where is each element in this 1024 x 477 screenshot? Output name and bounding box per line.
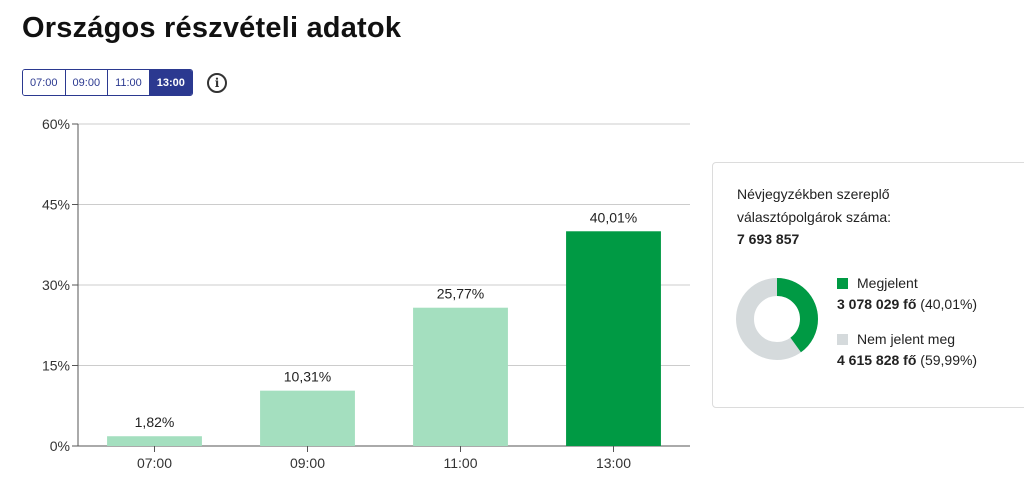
bar-data-label: 25,77% [437,286,484,302]
legend-percent-voted: (40,01%) [920,296,978,312]
legend-value-voted: 3 078 029 fő [837,296,917,312]
legend-item-voted: Megjelent 3 078 029 fő (40,01%) [837,273,1024,315]
page-title: Országos részvételi adatok [22,12,402,44]
x-tick-label: 11:00 [444,455,478,471]
registered-voters-label-line2: választópolgárok száma: [737,209,892,225]
info-icon[interactable]: i [207,73,227,93]
summary-card: Névjegyzékben szereplő választópolgárok … [712,162,1024,408]
registered-voters-label-line1: Névjegyzékben szereplő [737,186,890,202]
y-tick-label: 30% [42,277,70,293]
legend-value-not-voted: 4 615 828 fő [837,352,917,368]
legend-swatch-voted [837,277,848,289]
tab-1100[interactable]: 11:00 [108,70,150,95]
bar-1100 [413,307,508,446]
donut-voted-arc [736,278,818,360]
tab-1300[interactable]: 13:00 [149,70,192,95]
turnout-bar-chart: 0% 15% 30% 45% 60% 1,82% 07:00 10,31% 09:00 25,77… [42,116,690,471]
time-tab-group: 07:00 09:00 11:00 13:00 [22,69,193,96]
legend-item-not-voted: Nem jelent meg 4 615 828 fő (59,99%) [837,329,1024,371]
tab-0700[interactable]: 07:00 [23,70,66,95]
registered-voters-total: 7 693 857 [737,231,800,247]
bar-0900 [260,390,355,446]
bar-1300 [566,231,661,446]
legend-label-not-voted: Nem jelent meg [857,331,956,347]
donut-legend: Megjelent 3 078 029 fő (40,01%) Nem jele… [837,273,1024,385]
x-tick-label: 09:00 [290,455,325,471]
bar-0700 [107,436,202,446]
y-tick-label: 15% [42,358,70,374]
tab-0900[interactable]: 09:00 [65,70,109,95]
bar-data-label: 1,82% [135,414,175,430]
x-tick-label: 07:00 [137,455,172,471]
legend-percent-not-voted: (59,99%) [920,352,978,368]
legend-label-voted: Megjelent [857,275,918,291]
legend-swatch-not-voted [837,333,848,345]
x-tick-label: 13:00 [596,455,631,471]
bar-data-label: 40,01% [590,209,637,225]
y-tick-label: 45% [42,197,70,213]
turnout-donut-chart [736,278,818,360]
y-tick-label: 60% [42,116,70,132]
y-tick-label: 0% [50,438,70,454]
bar-data-label: 10,31% [284,369,331,385]
